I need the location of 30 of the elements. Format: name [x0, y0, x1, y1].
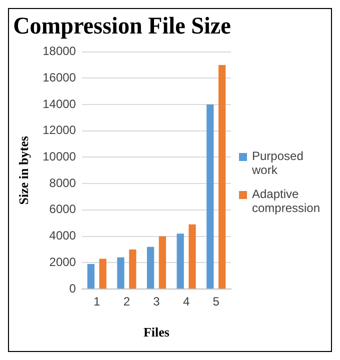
y-tick-label: 12000: [42, 123, 76, 138]
x-tick-label: 4: [182, 294, 190, 309]
x-tick-label: 5: [212, 294, 220, 309]
bar: [176, 234, 184, 288]
x-tick-label: 1: [94, 294, 101, 309]
bar: [117, 257, 124, 288]
legend-label: Purposed work: [252, 149, 304, 177]
y-tick-label: 2000: [49, 254, 76, 269]
y-tick-label: 10000: [42, 150, 76, 164]
bar: [218, 64, 226, 288]
y-tick-label: 0: [69, 281, 76, 296]
y-axis-title: Size in bytes: [16, 136, 32, 205]
y-tick-label: 16000: [42, 70, 76, 84]
bar: [129, 249, 136, 288]
x-tick-label: 2: [123, 294, 130, 309]
legend-label: Adaptive compression: [252, 187, 322, 215]
x-tick-label: 3: [153, 294, 160, 309]
bar: [99, 258, 106, 288]
bar: [87, 264, 94, 288]
bar: [188, 224, 196, 288]
bar: [146, 246, 154, 288]
bar: [206, 104, 214, 288]
y-tick-label: 4000: [49, 228, 76, 243]
x-axis-title: Files: [143, 324, 170, 340]
y-tick-label: 18000: [42, 44, 76, 58]
y-tick-label: 6000: [49, 202, 76, 216]
y-tick-label: 8000: [49, 176, 76, 190]
bar: [158, 236, 166, 288]
chart-title: Compression File Size: [13, 13, 231, 40]
y-tick-label: 14000: [42, 96, 76, 111]
